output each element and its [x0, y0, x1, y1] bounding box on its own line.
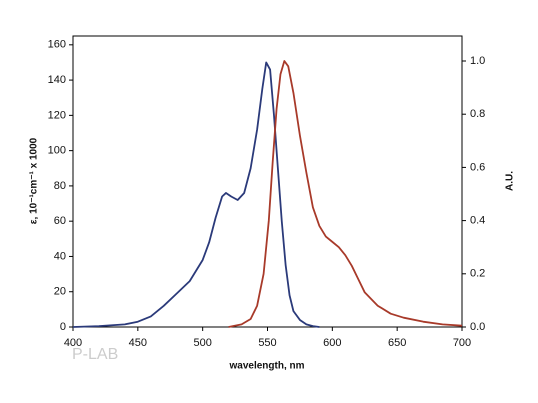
- y-tick-label: 100: [48, 145, 66, 157]
- y-tick-label: 60: [54, 215, 66, 227]
- x-axis-label: wavelength, nm: [228, 361, 304, 372]
- watermark: P-LAB: [72, 346, 118, 363]
- y2-tick-label: 0.2: [470, 268, 485, 280]
- y-tick-label: 80: [54, 180, 66, 192]
- y-tick-label: 20: [54, 286, 66, 298]
- y2-axis-label: A.U.: [505, 171, 516, 191]
- x-tick-label: 450: [129, 337, 147, 349]
- y2-tick-label: 0.8: [470, 108, 485, 120]
- y2-tick-label: 0.4: [470, 215, 485, 227]
- y-tick-label: 40: [54, 250, 66, 262]
- y-tick-label: 0: [60, 321, 66, 333]
- x-tick-label: 700: [453, 337, 471, 349]
- y-tick-label: 140: [48, 74, 66, 86]
- y-tick-label: 120: [48, 109, 66, 121]
- y2-tick-label: 0.0: [470, 321, 485, 333]
- y-tick-label: 160: [48, 39, 66, 51]
- plot-frame: [72, 35, 463, 328]
- x-tick-label: 400: [64, 337, 82, 349]
- x-tick-label: 550: [258, 337, 276, 349]
- y2-tick-label: 1.0: [470, 55, 485, 67]
- x-tick-label: 600: [323, 337, 341, 349]
- x-tick-label: 650: [388, 337, 406, 349]
- y2-tick-label: 0.6: [470, 161, 485, 173]
- spectrum-line: [228, 60, 463, 328]
- x-tick-label: 500: [193, 337, 211, 349]
- spectrum-line: [72, 61, 320, 328]
- y-axis-label: ε, 10⁻¹cm⁻¹ x 1000: [29, 137, 40, 224]
